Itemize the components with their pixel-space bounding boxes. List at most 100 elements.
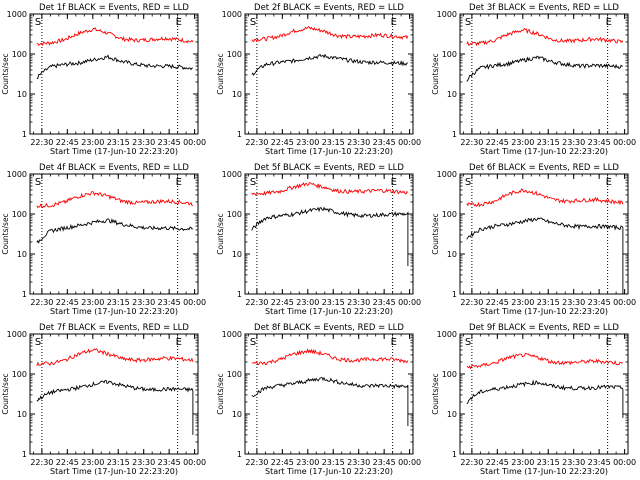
x-axis-label: Start Time (17-Jun-10 22:23:20) — [480, 307, 608, 316]
series-events-black — [466, 55, 624, 82]
marker-label: S — [465, 177, 471, 188]
marker-label: E — [391, 337, 397, 348]
x-tick-label: 23:30 — [347, 298, 370, 307]
x-tick-label: 23:45 — [158, 138, 181, 147]
plot-frame — [244, 13, 414, 135]
x-tick-label: 22:45 — [486, 458, 509, 467]
x-tick-label: 00:00 — [183, 458, 206, 467]
x-tick-label: 23:45 — [158, 298, 181, 307]
panel-2: Det 2f BLACK = Events, RED = LLD 1 10 100 10… — [216, 3, 421, 156]
series-lld-red — [36, 348, 194, 366]
x-tick-label: 22:30 — [245, 298, 268, 307]
x-tick-label: 23:00 — [511, 298, 534, 307]
x-tick-label: 22:45 — [271, 298, 294, 307]
y-tick-label: 1 — [452, 130, 457, 139]
y-tick-label: 100 — [12, 50, 27, 59]
x-tick-label: 23:00 — [296, 138, 319, 147]
plot-frame — [459, 333, 629, 455]
y-axis-label: Counts/sec — [431, 53, 440, 94]
marker-label: S — [250, 177, 256, 188]
x-tick-label: 22:45 — [486, 298, 509, 307]
panel-title: Det 3f BLACK = Events, RED = LLD — [469, 3, 619, 13]
marker-label: S — [35, 17, 41, 28]
y-tick-label: 10 — [232, 90, 242, 99]
series-events-black — [251, 206, 409, 266]
x-tick-label: 23:30 — [347, 138, 370, 147]
x-tick-label: 23:45 — [158, 458, 181, 467]
marker-label: S — [35, 177, 41, 188]
y-tick-label: 1 — [22, 290, 27, 299]
x-axis-label: Start Time (17-Jun-10 22:23:20) — [50, 467, 178, 476]
plot-frame — [244, 173, 414, 295]
y-axis-label: Counts/sec — [1, 213, 10, 254]
x-axis-label: Start Time (17-Jun-10 22:23:20) — [265, 307, 393, 316]
panel-title: Det 6f BLACK = Events, RED = LLD — [469, 163, 619, 173]
plot-frame — [29, 13, 199, 135]
y-tick-label: 1000 — [7, 330, 27, 339]
plot-frame — [29, 333, 199, 455]
x-tick-label: 00:00 — [398, 458, 421, 467]
marker-label: E — [606, 17, 612, 28]
series-events-black — [36, 379, 194, 435]
x-tick-label: 22:30 — [460, 298, 483, 307]
x-axis-label: Start Time (17-Jun-10 22:23:20) — [50, 307, 178, 316]
x-tick-label: 23:30 — [562, 458, 585, 467]
series-lld-red — [466, 352, 624, 370]
panel-3: Det 3f BLACK = Events, RED = LLD 1 10 100 10… — [431, 3, 636, 156]
x-tick-label: 00:00 — [183, 138, 206, 147]
y-axis-label: Counts/sec — [431, 373, 440, 414]
x-tick-label: 23:45 — [588, 138, 611, 147]
x-tick-label: 23:00 — [296, 298, 319, 307]
y-tick-label: 1000 — [437, 170, 457, 179]
panel-5: Det 5f BLACK = Events, RED = LLD 1 10 100 10… — [216, 163, 421, 316]
x-tick-label: 23:00 — [81, 458, 104, 467]
x-tick-label: 23:00 — [511, 138, 534, 147]
series-events-black — [36, 218, 194, 244]
x-axis-label: Start Time (17-Jun-10 22:23:20) — [480, 467, 608, 476]
x-tick-label: 22:30 — [30, 138, 53, 147]
y-tick-label: 10 — [447, 410, 457, 419]
x-tick-label: 23:45 — [373, 458, 396, 467]
x-tick-label: 22:45 — [56, 298, 79, 307]
series-lld-red — [251, 182, 409, 196]
panel-4: Det 4f BLACK = Events, RED = LLD 1 10 100 10… — [1, 163, 206, 316]
panel-title: Det 5f BLACK = Events, RED = LLD — [254, 163, 404, 173]
x-tick-label: 00:00 — [183, 298, 206, 307]
series-lld-red — [466, 27, 624, 47]
marker-label: E — [391, 177, 397, 188]
x-tick-label: 22:45 — [56, 138, 79, 147]
marker-label: E — [606, 177, 612, 188]
marker-label: E — [176, 177, 182, 188]
x-tick-label: 23:00 — [296, 458, 319, 467]
x-tick-label: 23:30 — [132, 458, 155, 467]
x-tick-label: 23:45 — [588, 298, 611, 307]
panel-1: Det 1f BLACK = Events, RED = LLD 1 10 100 10… — [1, 3, 206, 156]
panel-6: Det 6f BLACK = Events, RED = LLD 1 10 100 10… — [431, 163, 636, 316]
y-tick-label: 1000 — [222, 170, 242, 179]
y-tick-label: 10 — [232, 410, 242, 419]
x-tick-label: 23:00 — [81, 298, 104, 307]
x-tick-label: 23:30 — [562, 138, 585, 147]
y-tick-label: 100 — [442, 210, 457, 219]
marker-label: E — [606, 337, 612, 348]
series-events-black — [251, 53, 408, 76]
x-tick-label: 23:45 — [373, 298, 396, 307]
y-tick-label: 1000 — [222, 10, 242, 19]
x-tick-label: 23:15 — [322, 458, 345, 467]
y-axis-label: Counts/sec — [1, 53, 10, 94]
y-axis-label: Counts/sec — [216, 53, 225, 94]
y-tick-label: 1 — [237, 130, 242, 139]
x-tick-label: 22:30 — [30, 298, 53, 307]
y-tick-label: 1 — [452, 290, 457, 299]
x-axis-label: Start Time (17-Jun-10 22:23:20) — [480, 147, 608, 156]
x-tick-label: 22:30 — [245, 138, 268, 147]
x-tick-label: 00:00 — [613, 138, 636, 147]
panel-title: Det 8f BLACK = Events, RED = LLD — [254, 323, 404, 333]
panel-title: Det 7f BLACK = Events, RED = LLD — [39, 323, 189, 333]
x-tick-label: 00:00 — [398, 138, 421, 147]
y-tick-label: 10 — [17, 410, 27, 419]
marker-label: S — [250, 17, 256, 28]
y-tick-label: 1000 — [7, 10, 27, 19]
series-events-black — [251, 376, 409, 426]
